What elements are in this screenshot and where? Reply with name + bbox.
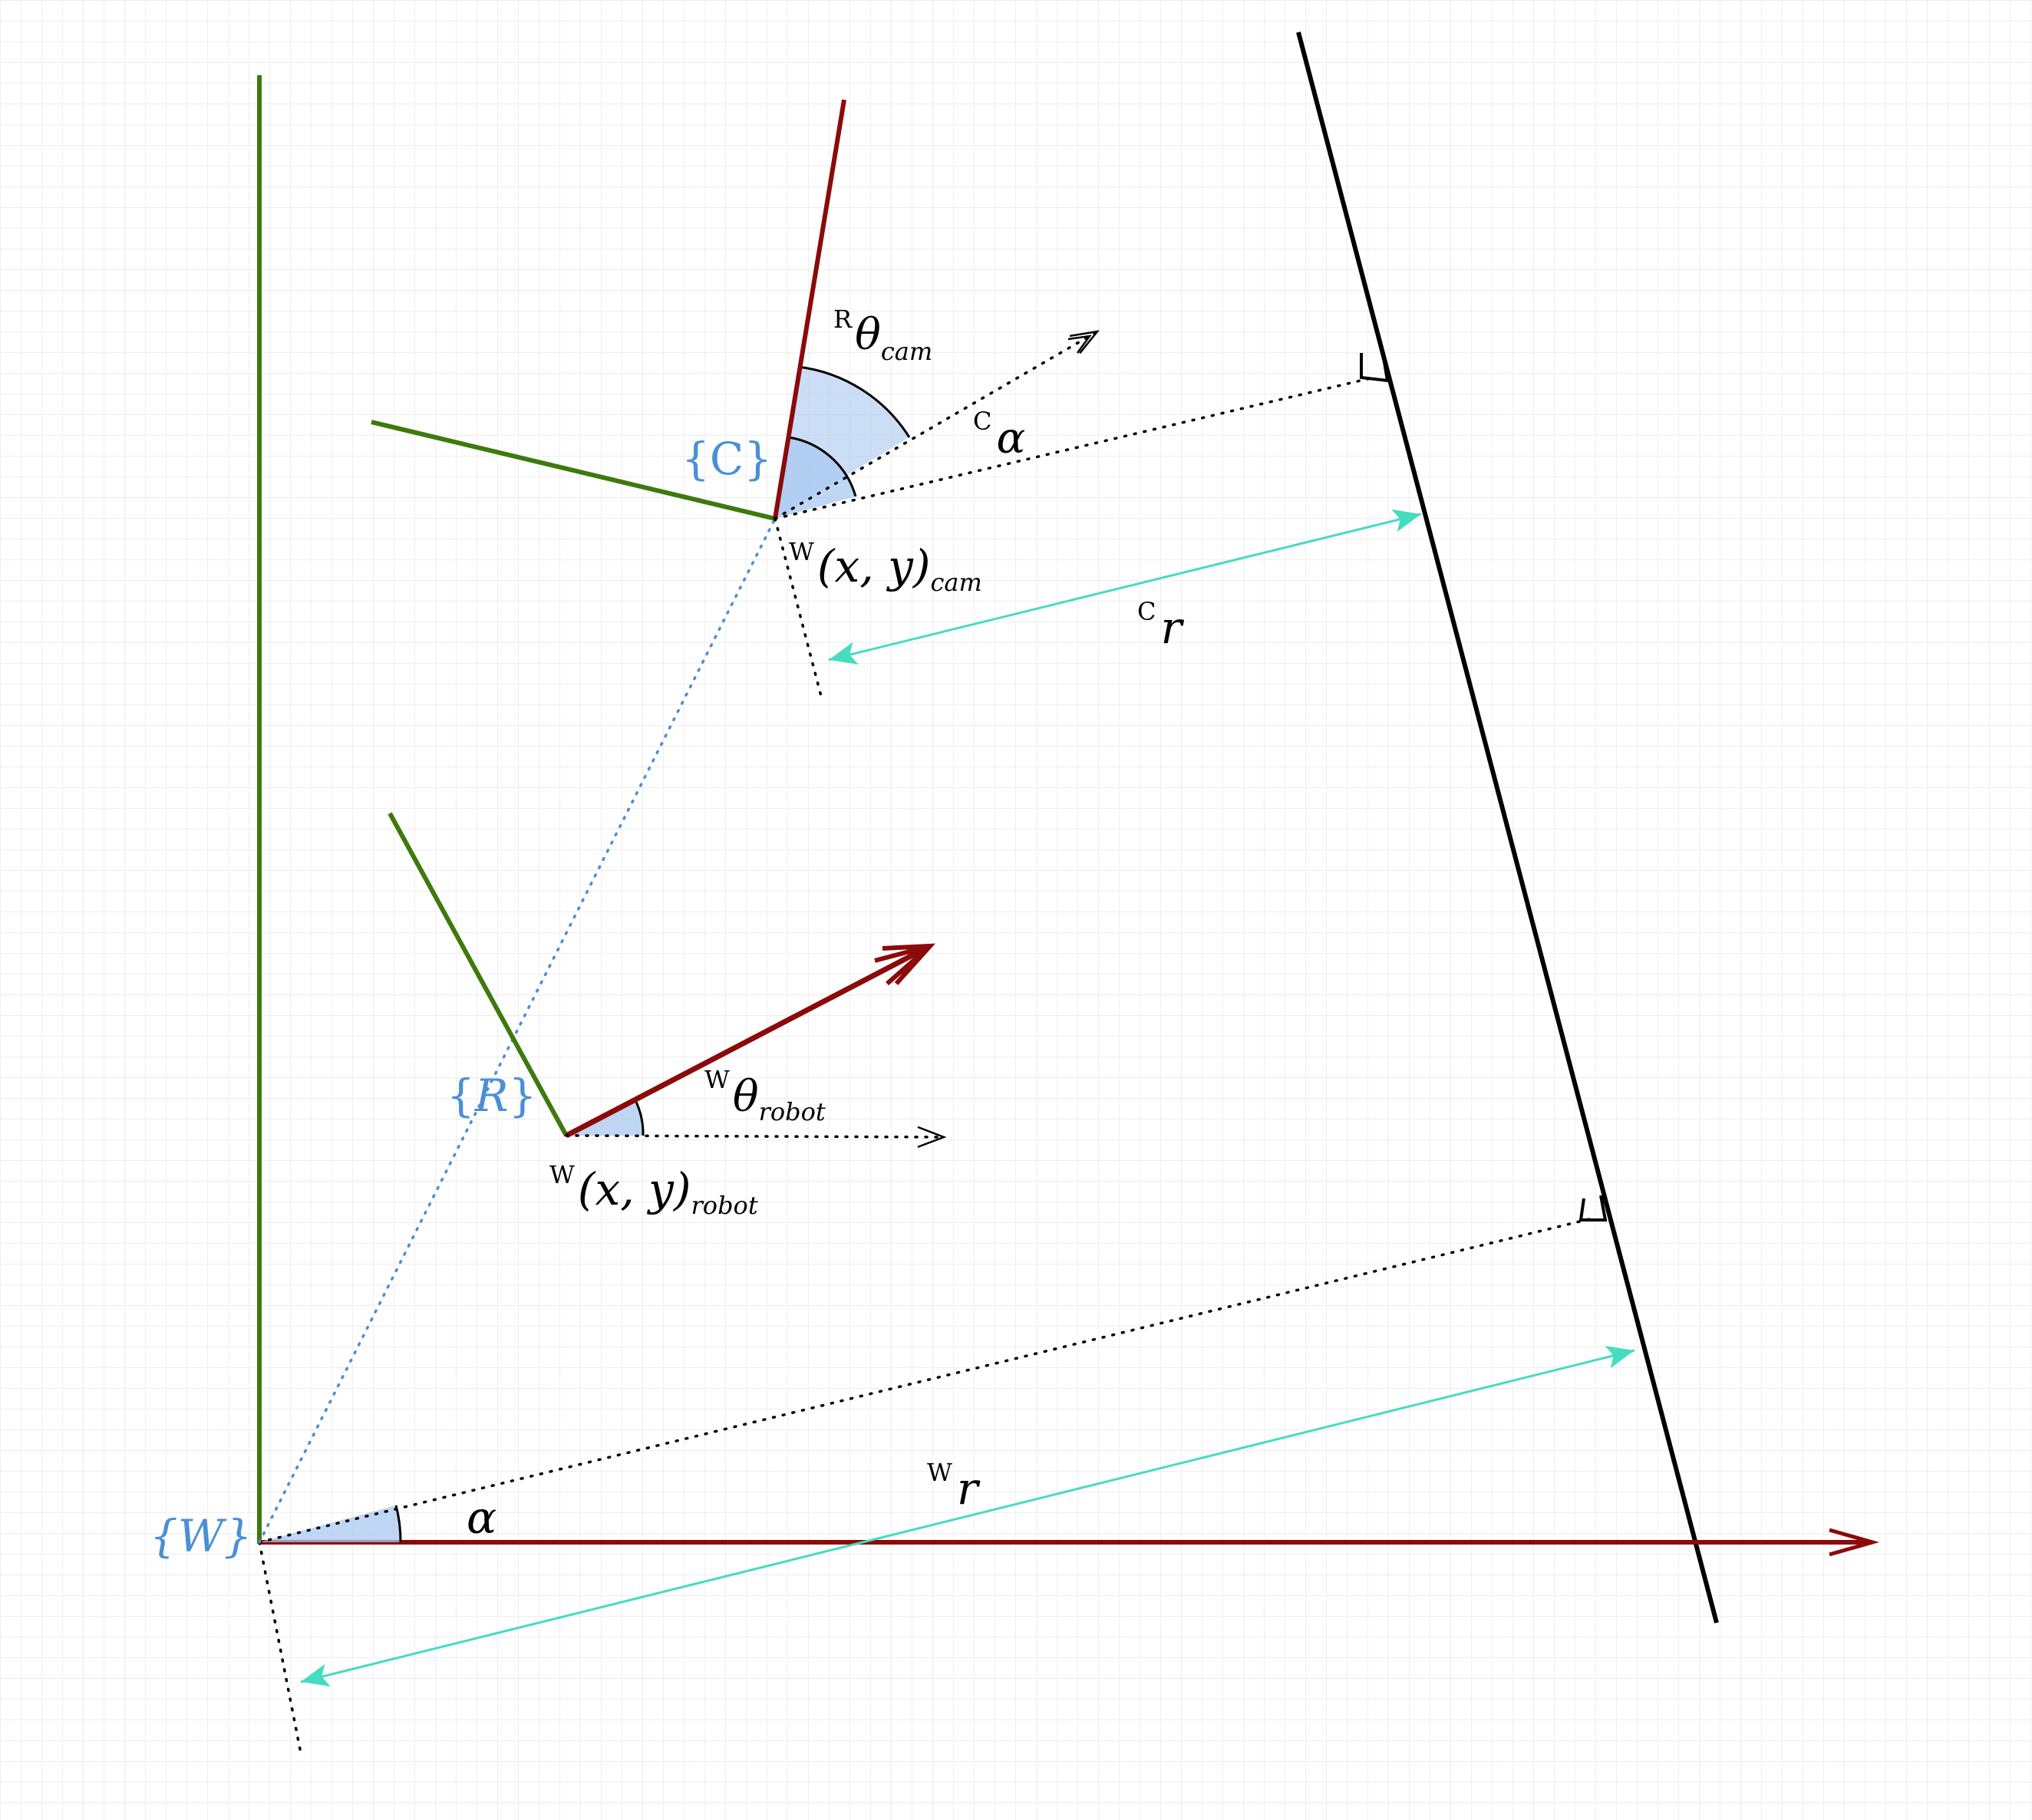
camera-normal-ray (774, 376, 1375, 520)
world-to-camera-ray (258, 517, 777, 1544)
theta-robot-label: Wθrobot (704, 1065, 826, 1126)
right-angle-marker-top (1360, 348, 1390, 383)
robot-x-axis (565, 944, 930, 1139)
world-perp-ray (258, 1541, 302, 1755)
camera-theta-arc (797, 365, 911, 438)
camera-heading-arrowhead-extra (1067, 335, 1092, 354)
camera-frame-label: {C} (681, 433, 772, 485)
camera-heading-reference (774, 330, 1100, 520)
alpha-world-label: α (467, 1492, 496, 1544)
robot-heading-reference (565, 1126, 947, 1149)
right-angle-marker-bottom (1578, 1195, 1608, 1222)
robot-y-axis (388, 812, 569, 1137)
camera-x-axis (773, 99, 846, 519)
position-cam-label: W(x, y)cam (789, 537, 982, 597)
boundary-line (1296, 31, 1719, 1624)
world-frame-label: {W} (150, 1510, 252, 1562)
camera-alpha-wedge-inner (775, 437, 856, 519)
theta-cam-label: Rθcam (833, 305, 932, 366)
world-x-axis-arrowhead (1829, 1528, 1880, 1557)
camera-alpha-arc (788, 436, 857, 497)
robot-x-axis-arrowhead (874, 943, 936, 986)
position-robot-label: W(x, y)robot (549, 1160, 758, 1220)
camera-perp-ray (774, 517, 824, 704)
camera-y-axis (371, 420, 776, 521)
world-distance-arrow (300, 1346, 1635, 1686)
camera-distance-arrow (828, 509, 1422, 664)
robot-frame-label: {R} (447, 1070, 536, 1122)
